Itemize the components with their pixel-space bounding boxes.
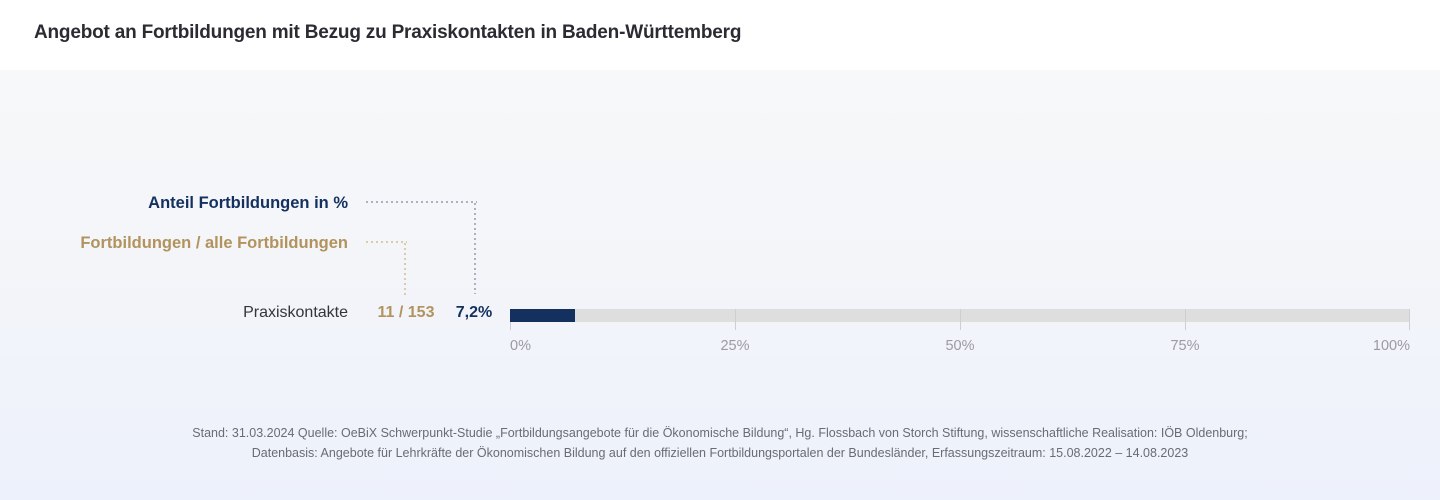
connector-percent-vertical <box>474 203 476 294</box>
source-note-line1: Stand: 31.03.2024 Quelle: OeBiX Schwerpu… <box>192 426 1248 440</box>
percent-value: 7,2% <box>455 304 493 321</box>
connector-ratio-horizontal <box>366 241 407 243</box>
axis-tick-100 <box>1409 309 1410 330</box>
x-axis-labels: 0% 25% 50% 75% 100% <box>510 338 1410 358</box>
x-axis-label-25: 25% <box>720 338 750 354</box>
x-axis-label-0: 0% <box>510 338 531 354</box>
axis-tick-25 <box>735 309 736 330</box>
bar-track <box>510 309 1410 330</box>
connector-percent-horizontal <box>366 201 477 203</box>
axis-tick-75 <box>1185 309 1186 330</box>
x-axis-label-50: 50% <box>945 338 975 354</box>
x-axis-label-100: 100% <box>1372 338 1410 354</box>
chart-panel: Anteil Fortbildungen in % Fortbildungen … <box>0 70 1440 500</box>
connector-ratio-vertical <box>404 243 406 295</box>
category-label: Praxiskontakte <box>243 304 348 321</box>
header: Angebot an Fortbildungen mit Bezug zu Pr… <box>0 0 1440 70</box>
page-title: Angebot an Fortbildungen mit Bezug zu Pr… <box>34 22 742 43</box>
axis-tick-50 <box>960 309 961 330</box>
legend-percent-label: Anteil Fortbildungen in % <box>148 194 348 212</box>
source-note-line2: Datenbasis: Angebote für Lehrkräfte der … <box>251 446 1189 460</box>
ratio-value: 11 / 153 <box>377 304 435 321</box>
source-note: Stand: 31.03.2024 Quelle: OeBiX Schwerpu… <box>0 423 1440 463</box>
legend-ratio-label: Fortbildungen / alle Fortbildungen <box>80 234 348 252</box>
bar-fill <box>510 309 575 322</box>
x-axis-label-75: 75% <box>1170 338 1200 354</box>
